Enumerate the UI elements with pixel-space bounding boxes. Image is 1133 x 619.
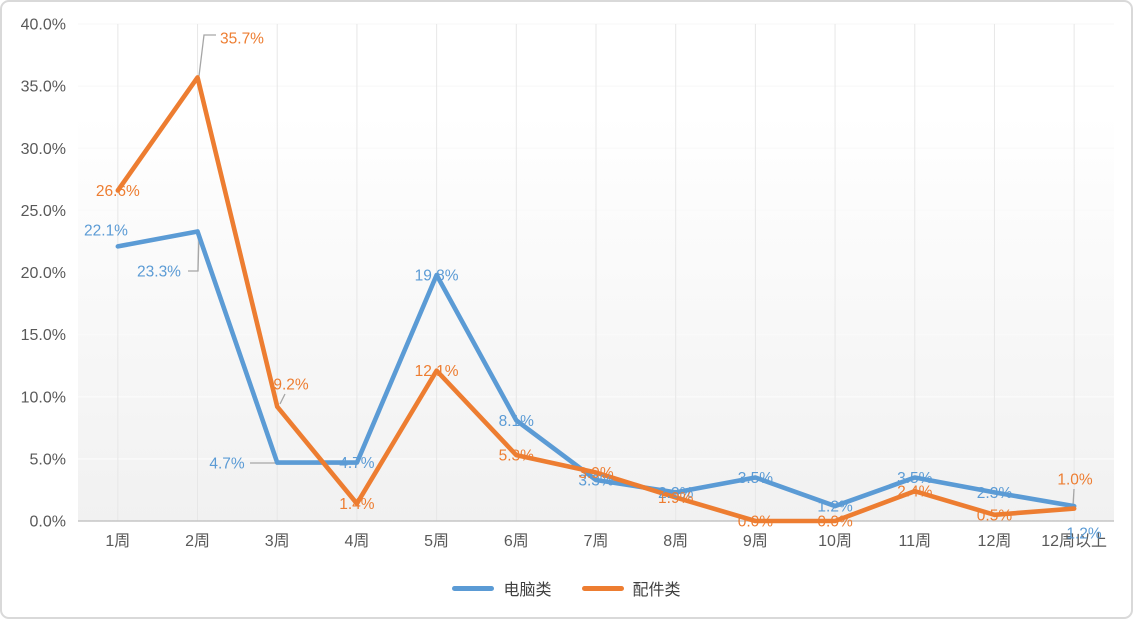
label-leader-line — [198, 34, 216, 77]
data-label-电脑类: 4.7% — [209, 456, 245, 473]
x-axis-tick-label: 6周 — [504, 533, 529, 550]
data-label-电脑类: 2.3% — [977, 485, 1013, 502]
series-line-配件类 — [115, 75, 1077, 524]
data-label-配件类: 3.9% — [578, 465, 614, 482]
x-axis-tick-label: 2周 — [185, 533, 210, 550]
data-label-配件类: 12.1% — [415, 363, 459, 380]
data-label-电脑类: 1.2% — [1066, 526, 1102, 543]
chart-legend: 电脑类 配件类 — [2, 576, 1131, 600]
data-label-配件类: 0.5% — [977, 507, 1013, 524]
data-label-配件类: 26.6% — [96, 183, 140, 200]
data-label-电脑类: 22.1% — [84, 223, 128, 240]
legend-item-computer: 电脑类 — [452, 576, 552, 600]
data-label-配件类: 5.3% — [499, 448, 535, 465]
data-label-配件类: 1.4% — [339, 496, 375, 513]
data-label-配件类: 35.7% — [220, 31, 264, 48]
label-leader-line — [188, 233, 200, 272]
x-axis-tick-label: 7周 — [584, 533, 609, 550]
x-axis-tick-label: 9周 — [743, 533, 768, 550]
data-label-电脑类: 1.2% — [817, 499, 853, 516]
y-axis-tick-label: 15.0% — [21, 327, 66, 344]
x-axis-tick-label: 12周 — [978, 533, 1012, 550]
x-axis-tick-label: 3周 — [265, 533, 290, 550]
x-axis-tick-label: 11周 — [898, 533, 931, 550]
x-axis-tick-label: 5周 — [424, 533, 449, 550]
x-axis-tick-label: 10周 — [818, 533, 852, 550]
data-label-电脑类: 8.1% — [499, 413, 535, 430]
y-axis-tick-label: 0.0% — [30, 514, 66, 531]
y-axis-tick-label: 30.0% — [21, 141, 66, 158]
data-label-电脑类: 19.8% — [415, 267, 459, 284]
data-label-配件类: 0.0% — [738, 514, 774, 531]
data-label-配件类: 1.0% — [1057, 472, 1093, 489]
label-leader-line — [1072, 488, 1075, 507]
data-label-电脑类: 23.3% — [137, 264, 181, 281]
data-label-配件类: 9.2% — [273, 377, 309, 394]
data-label-配件类: 2.4% — [897, 484, 933, 501]
data-label-配件类: 0.0% — [817, 514, 853, 531]
x-axis-tick-label: 8周 — [663, 533, 688, 550]
label-leader-line — [279, 393, 286, 405]
legend-label: 配件类 — [632, 582, 681, 599]
data-label-电脑类: 4.7% — [339, 455, 375, 472]
x-axis-tick-label: 4周 — [344, 533, 369, 550]
y-axis-tick-label: 10.0% — [21, 389, 66, 406]
y-axis-tick-label: 40.0% — [21, 17, 66, 34]
x-axis-tick-label: 1周 — [105, 533, 130, 550]
series-line-电脑类 — [115, 229, 1077, 509]
data-label-电脑类: 3.5% — [897, 470, 933, 487]
legend-line-swatch-orange — [581, 585, 624, 591]
data-label-电脑类: 3.3% — [578, 472, 614, 489]
y-axis-tick-label: 25.0% — [21, 203, 66, 220]
y-axis-tick-label: 5.0% — [30, 451, 66, 468]
data-label-电脑类: 2.3% — [658, 485, 694, 502]
legend-line-swatch-blue — [452, 585, 495, 591]
y-axis-tick-label: 20.0% — [21, 265, 66, 282]
data-label-配件类: 1.9% — [658, 490, 694, 507]
data-label-电脑类: 3.5% — [738, 470, 774, 487]
x-axis-tick-label: 12周以上 — [1041, 532, 1107, 550]
legend-label: 电脑类 — [503, 582, 552, 599]
y-axis-tick-label: 35.0% — [21, 79, 66, 96]
legend-item-accessory: 配件类 — [581, 576, 681, 600]
